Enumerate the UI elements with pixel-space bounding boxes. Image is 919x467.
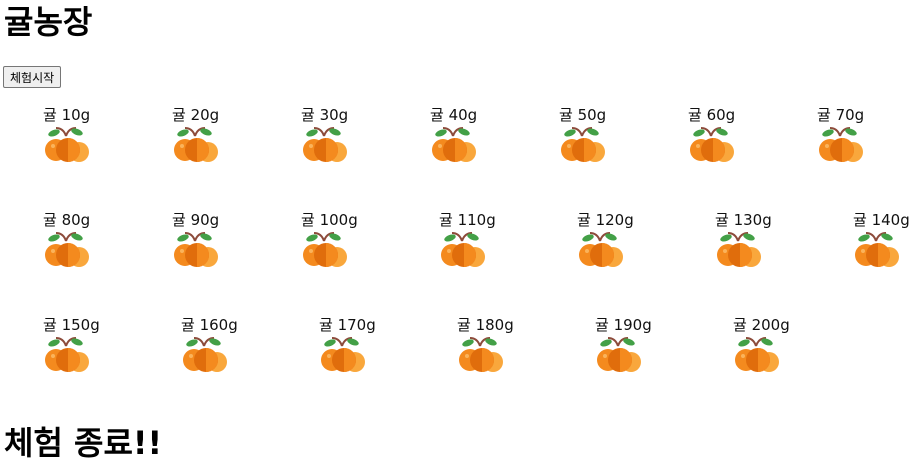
tangerine-weight-label: 귤 130g: [715, 211, 772, 229]
tangerine-icon: [578, 231, 624, 269]
tangerine-icon: [440, 231, 486, 269]
tangerine-icon: [320, 336, 366, 374]
tangerine-icon: [854, 231, 900, 269]
tangerine-weight-label: 귤 70g: [817, 106, 865, 124]
tangerine-item: 귤 90g: [172, 211, 242, 281]
tangerine-weight-label: 귤 200g: [733, 316, 790, 334]
tangerine-item: 귤 80g: [43, 211, 113, 281]
tangerine-icon: [44, 336, 90, 374]
tangerine-item: 귤 150g: [43, 316, 113, 386]
tangerine-row: 귤 80g 귤 90g 귤 100g 귤 110g 귤 120g 귤 130g 귤 140g: [0, 211, 919, 281]
tangerine-item: 귤 10g: [43, 106, 113, 176]
tangerine-icon: [182, 336, 228, 374]
tangerine-weight-label: 귤 100g: [301, 211, 358, 229]
tangerine-weight-label: 귤 90g: [172, 211, 220, 229]
tangerine-icon: [302, 126, 348, 164]
tangerine-weight-label: 귤 80g: [43, 211, 91, 229]
tangerine-row: 귤 10g 귤 20g 귤 30g 귤 40g 귤 50g 귤 60g 귤 70g: [0, 106, 919, 176]
tangerine-weight-label: 귤 20g: [172, 106, 220, 124]
tangerine-weight-label: 귤 30g: [301, 106, 349, 124]
tangerine-item: 귤 100g: [301, 211, 371, 281]
start-experience-button[interactable]: 체험시작: [3, 66, 62, 88]
tangerine-item: 귤 190g: [595, 316, 665, 386]
tangerine-item: 귤 170g: [319, 316, 389, 386]
tangerine-weight-label: 귤 190g: [595, 316, 652, 334]
tangerine-item: 귤 40g: [430, 106, 500, 176]
tangerine-icon: [173, 126, 219, 164]
tangerine-weight-label: 귤 50g: [559, 106, 607, 124]
tangerine-item: 귤 140g: [853, 211, 919, 281]
page-title: 귤농장: [4, 3, 93, 41]
tangerine-row: 귤 150g 귤 160g 귤 170g 귤 180g 귤 190g 귤 200g: [0, 316, 919, 386]
tangerine-weight-label: 귤 180g: [457, 316, 514, 334]
tangerine-icon: [596, 336, 642, 374]
experience-end-heading: 체험 종료!!: [4, 424, 163, 462]
tangerine-weight-label: 귤 60g: [688, 106, 736, 124]
tangerine-weight-label: 귤 120g: [577, 211, 634, 229]
tangerine-weight-label: 귤 110g: [439, 211, 496, 229]
tangerine-weight-label: 귤 10g: [43, 106, 91, 124]
tangerine-icon: [302, 231, 348, 269]
tangerine-item: 귤 60g: [688, 106, 758, 176]
tangerine-icon: [716, 231, 762, 269]
tangerine-item: 귤 70g: [817, 106, 887, 176]
tangerine-icon: [431, 126, 477, 164]
tangerine-icon: [818, 126, 864, 164]
tangerine-weight-label: 귤 170g: [319, 316, 376, 334]
tangerine-item: 귤 160g: [181, 316, 251, 386]
tangerine-item: 귤 180g: [457, 316, 527, 386]
tangerine-item: 귤 50g: [559, 106, 629, 176]
tangerine-icon: [734, 336, 780, 374]
tangerine-icon: [44, 231, 90, 269]
tangerine-item: 귤 30g: [301, 106, 371, 176]
tangerine-item: 귤 20g: [172, 106, 242, 176]
tangerine-weight-label: 귤 40g: [430, 106, 478, 124]
tangerine-item: 귤 110g: [439, 211, 509, 281]
tangerine-item: 귤 130g: [715, 211, 785, 281]
tangerine-weight-label: 귤 140g: [853, 211, 910, 229]
tangerine-icon: [560, 126, 606, 164]
tangerine-item: 귤 200g: [733, 316, 803, 386]
tangerine-icon: [458, 336, 504, 374]
tangerine-item: 귤 120g: [577, 211, 647, 281]
tangerine-weight-label: 귤 160g: [181, 316, 238, 334]
tangerine-weight-label: 귤 150g: [43, 316, 100, 334]
tangerine-icon: [689, 126, 735, 164]
tangerine-icon: [173, 231, 219, 269]
tangerine-icon: [44, 126, 90, 164]
